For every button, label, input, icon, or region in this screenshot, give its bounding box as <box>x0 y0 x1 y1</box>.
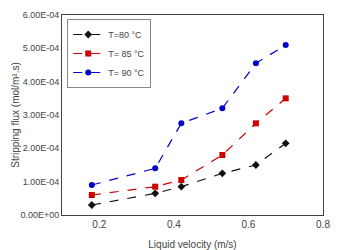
svg-text:4.00E-04: 4.00E-04 <box>23 77 60 87</box>
svg-text:1.00E-04: 1.00E-04 <box>23 177 60 187</box>
svg-text:0.4: 0.4 <box>167 219 181 230</box>
svg-text:0.00E+00: 0.00E+00 <box>20 210 59 220</box>
svg-text:6.00E-04: 6.00E-04 <box>23 10 60 20</box>
svg-text:3.00E-04: 3.00E-04 <box>23 110 60 120</box>
svg-text:T= 85 °C: T= 85 °C <box>108 49 144 59</box>
svg-text:Liquid velocity (m/s): Liquid velocity (m/s) <box>148 239 236 250</box>
svg-text:T=80 °C: T=80 °C <box>108 30 142 40</box>
svg-text:5.00E-04: 5.00E-04 <box>23 43 60 53</box>
svg-text:0.2: 0.2 <box>92 219 106 230</box>
svg-text:Stripping flux (mol/m².s): Stripping flux (mol/m².s) <box>10 62 21 168</box>
svg-text:0.8: 0.8 <box>316 219 330 230</box>
svg-text:2.00E-04: 2.00E-04 <box>23 143 60 153</box>
svg-text:0.6: 0.6 <box>241 219 255 230</box>
svg-text:T= 90 °C: T= 90 °C <box>108 68 144 78</box>
